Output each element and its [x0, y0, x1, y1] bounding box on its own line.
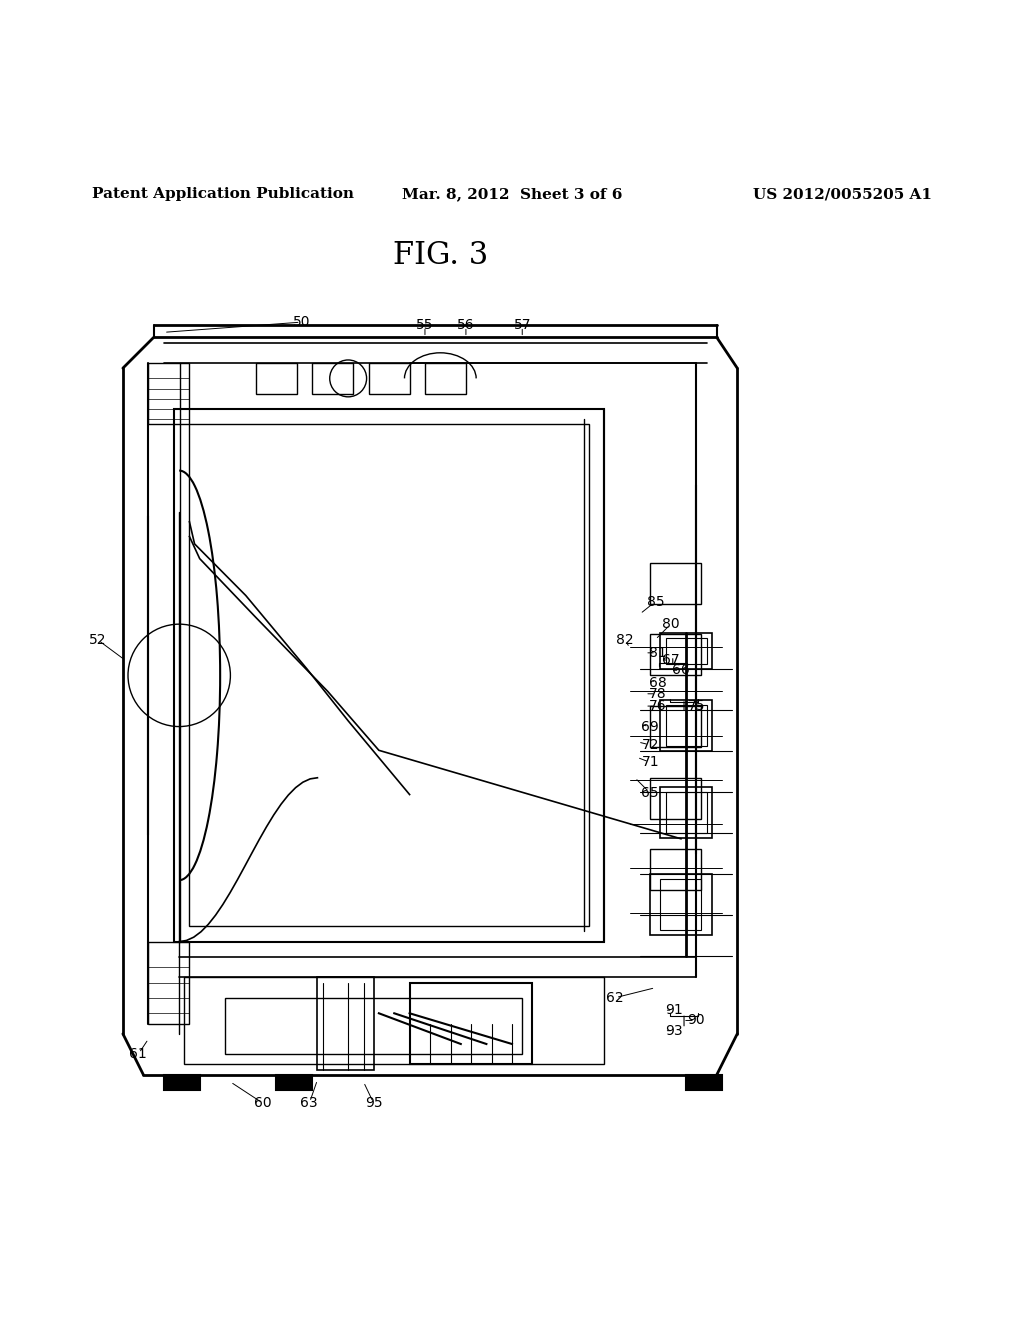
Text: 95: 95 [365, 1097, 383, 1110]
Text: 75: 75 [687, 700, 706, 713]
Bar [666, 705, 707, 746]
Text: 78: 78 [648, 686, 667, 701]
Bar [410, 982, 532, 1064]
Bar [317, 977, 374, 1069]
Bar [276, 1074, 312, 1090]
Bar [189, 425, 589, 927]
Bar [164, 1074, 200, 1090]
Bar [660, 879, 701, 931]
Text: 68: 68 [648, 676, 667, 689]
Bar [650, 635, 701, 676]
Bar [666, 639, 707, 664]
Bar [660, 700, 712, 751]
Bar [650, 562, 701, 603]
Text: 61: 61 [129, 1047, 147, 1061]
Text: 65: 65 [641, 787, 659, 800]
Bar [174, 409, 604, 941]
Text: Mar. 8, 2012  Sheet 3 of 6: Mar. 8, 2012 Sheet 3 of 6 [401, 187, 623, 201]
Text: 63: 63 [300, 1097, 318, 1110]
Text: 52: 52 [88, 632, 106, 647]
Bar [660, 787, 712, 838]
Text: FIG. 3: FIG. 3 [392, 240, 488, 271]
Text: 69: 69 [641, 719, 659, 734]
Text: 71: 71 [641, 755, 659, 770]
Text: 76: 76 [648, 700, 667, 713]
Text: 50: 50 [293, 315, 311, 329]
Bar [425, 363, 466, 393]
Bar [686, 1074, 722, 1090]
Bar [184, 977, 604, 1064]
Text: 57: 57 [513, 318, 531, 333]
Bar [650, 874, 712, 936]
Bar [660, 634, 712, 669]
Bar [148, 941, 189, 1023]
Bar [225, 998, 522, 1055]
Text: 91: 91 [665, 1003, 683, 1018]
Bar [256, 363, 297, 393]
Text: 90: 90 [687, 1014, 706, 1027]
Text: 82: 82 [615, 632, 634, 647]
Text: US 2012/0055205 A1: US 2012/0055205 A1 [753, 187, 932, 201]
Bar [650, 777, 701, 818]
Text: 60: 60 [254, 1097, 272, 1110]
Text: 67: 67 [662, 653, 680, 667]
Text: 85: 85 [646, 594, 665, 609]
Bar [369, 363, 410, 393]
Bar [650, 706, 701, 747]
Text: 66: 66 [672, 663, 690, 677]
Text: 56: 56 [457, 318, 475, 333]
Bar [312, 363, 353, 393]
Text: 62: 62 [605, 991, 624, 1005]
Bar [666, 792, 707, 833]
Text: 72: 72 [641, 738, 659, 752]
Text: 93: 93 [665, 1024, 683, 1038]
Text: Patent Application Publication: Patent Application Publication [92, 187, 354, 201]
Text: 55: 55 [416, 318, 434, 333]
Text: 81: 81 [648, 645, 667, 660]
Bar [650, 850, 701, 891]
Text: 80: 80 [662, 618, 680, 631]
Bar [148, 363, 189, 425]
